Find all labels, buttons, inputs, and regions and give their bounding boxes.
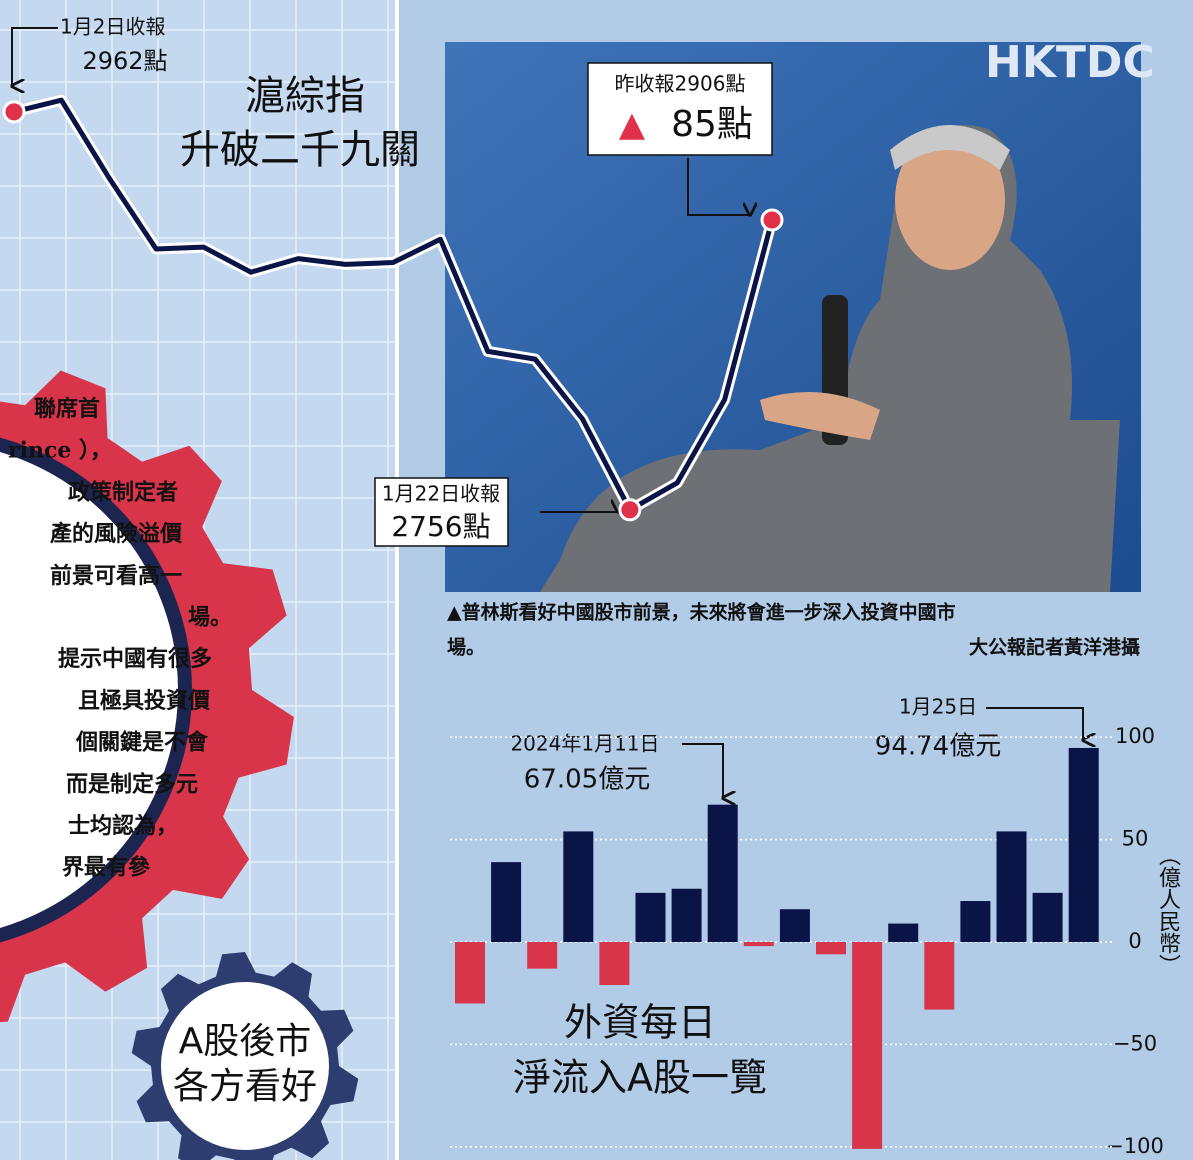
article-line: 產的風險溢價 [50, 521, 183, 547]
annotation: 昨收報2906點 [615, 72, 746, 96]
bar [672, 889, 702, 942]
bar [997, 831, 1027, 942]
gear-label: 各方看好 [173, 1066, 317, 1107]
svg-text:HKTDC: HKTDC [985, 37, 1155, 88]
point-marker [620, 500, 640, 520]
bar-title: 外資每日 [564, 1001, 716, 1045]
article-line: 聯席首 [34, 396, 100, 422]
article-line: 提示中國有很多 [58, 646, 212, 672]
bar [1033, 893, 1063, 942]
caption: ▲普林斯看好中國股市前景，未來將會進一步深入投資中國市 [447, 601, 956, 624]
point-marker [762, 210, 782, 230]
bar [636, 893, 666, 942]
y-tick-label: −50 [1113, 1031, 1157, 1055]
bar [744, 942, 774, 946]
bar [708, 805, 738, 942]
y-tick-label: 100 [1115, 724, 1155, 748]
annotation: 2962點 [82, 47, 167, 75]
article-line: 場。 [188, 605, 232, 631]
bar [491, 862, 521, 942]
photo: HKTDC [445, 37, 1155, 592]
bar [780, 909, 810, 942]
annotation: 94.74億元 [875, 732, 1001, 762]
bar [816, 942, 846, 954]
bar-title: 淨流入A股一覽 [513, 1056, 767, 1100]
page: {"chart_data":[ {"type":"line","title":[… [0, 0, 1193, 1160]
bar [960, 901, 990, 942]
y-tick-label: 50 [1122, 827, 1149, 851]
annotation: 2756點 [391, 510, 490, 543]
caption: 場。 [447, 637, 485, 659]
bar [924, 942, 954, 1010]
y-tick-label: 0 [1128, 929, 1141, 953]
article-line: 而是制定多元 [66, 771, 198, 797]
article-line: 個關鍵是不會 [75, 730, 209, 756]
article-line: 政策制定者 [68, 479, 178, 505]
gear-label: A股後市 [179, 1021, 312, 1062]
annotation: 1月25日 [899, 695, 977, 719]
point-marker [4, 102, 24, 122]
bar [563, 831, 593, 942]
article-line: 界最有參 [62, 855, 151, 881]
article-line: 前景可看高一 [50, 563, 182, 589]
bar [852, 942, 882, 1149]
annotation: 2024年1月11日 [510, 732, 659, 756]
article-line: rince ）， [8, 438, 112, 464]
bar [888, 924, 918, 942]
graphic: HKTDC A股後市 各方看好 聯席首 rince ）， 政策制定者產的風險溢價前景… [0, 0, 1193, 1160]
article-line: 士均認為， [68, 813, 178, 839]
caption-credit: 大公報記者黃洋港攝 [969, 636, 1140, 659]
bar [599, 942, 629, 985]
line-title: 滬綜指 [245, 73, 365, 119]
line-title: 升破二千九關 [180, 127, 420, 173]
annotation: 1月22日收報 [382, 482, 500, 506]
annotation: 85點 [671, 104, 753, 145]
bar [1069, 748, 1099, 942]
article-line: 且極具投資價 [78, 688, 211, 714]
bar [527, 942, 557, 969]
annotation: 1月2日收報 [60, 15, 165, 39]
annotation-arrow: ▲ [619, 105, 646, 145]
bar [455, 942, 485, 1003]
annotation: 67.05億元 [524, 765, 650, 795]
y-tick-label: −100 [1106, 1134, 1164, 1158]
y-axis-label: （億人民幣） [1155, 844, 1181, 976]
